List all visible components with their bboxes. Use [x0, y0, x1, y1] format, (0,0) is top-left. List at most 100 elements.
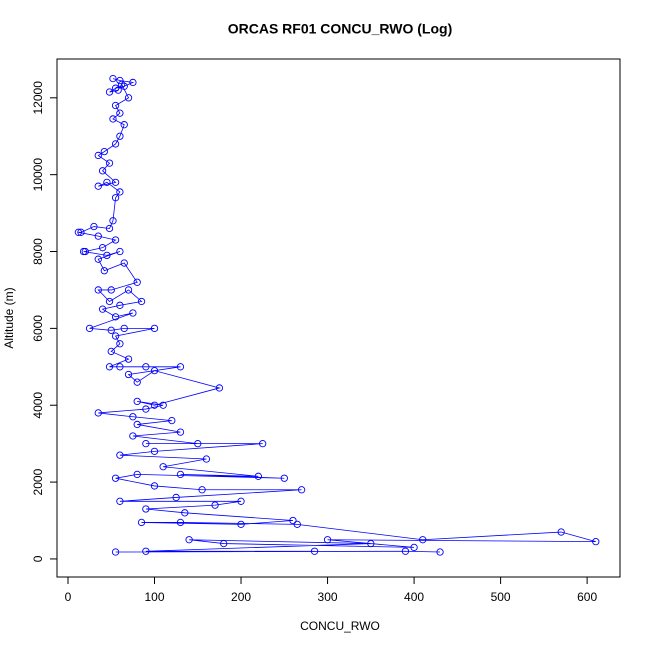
point: [116, 497, 124, 505]
point: [111, 548, 120, 556]
point: [105, 297, 114, 306]
point: [116, 363, 124, 371]
point: [142, 547, 150, 555]
point: [254, 472, 262, 480]
x-tick-label: 0: [65, 590, 72, 604]
point: [280, 474, 288, 482]
point: [100, 267, 108, 275]
point: [74, 228, 83, 236]
point: [111, 313, 120, 321]
y-tick-label: 0: [31, 555, 45, 562]
point: [111, 332, 120, 340]
chart-title: ORCAS RF01 CONCU_RWO (Log): [228, 21, 453, 37]
point: [100, 147, 108, 156]
point: [293, 520, 301, 529]
point: [410, 543, 418, 552]
point: [116, 109, 124, 117]
point: [142, 440, 150, 448]
point: [94, 255, 102, 263]
point: [176, 428, 185, 436]
point: [150, 447, 159, 455]
point: [116, 301, 124, 309]
point: [137, 518, 146, 527]
y-tick-label: 4000: [31, 392, 45, 419]
point: [133, 278, 141, 286]
point: [120, 324, 128, 333]
point: [114, 86, 122, 94]
point: [85, 324, 94, 333]
point: [109, 217, 117, 225]
point: [94, 232, 102, 240]
point: [116, 76, 124, 85]
series-line: [78, 78, 596, 553]
point: [103, 178, 111, 187]
point: [107, 326, 115, 334]
point: [105, 363, 114, 371]
x-tick-label: 400: [404, 590, 424, 604]
point: [124, 370, 133, 379]
point: [137, 297, 146, 306]
point: [133, 397, 141, 406]
point: [142, 363, 150, 371]
point: [105, 88, 114, 96]
point: [176, 363, 185, 371]
point: [77, 228, 85, 236]
y-tick-label: 12000: [31, 81, 45, 115]
plot-frame: [56, 58, 621, 578]
point: [98, 167, 107, 175]
point: [181, 509, 189, 517]
point: [124, 94, 133, 102]
x-axis-label: CONCU_RWO: [300, 619, 380, 633]
point: [150, 324, 159, 333]
x-tick-label: 100: [144, 590, 164, 604]
x-tick-label: 500: [491, 590, 511, 604]
point: [120, 121, 128, 129]
point: [103, 251, 111, 260]
point: [94, 409, 102, 417]
point: [150, 366, 159, 375]
point: [98, 244, 107, 252]
point: [117, 80, 126, 89]
point: [150, 482, 159, 490]
point: [109, 74, 117, 83]
point: [90, 222, 98, 231]
point: [111, 474, 120, 482]
y-axis-label: Altitude (m): [2, 287, 16, 348]
point: [142, 405, 150, 413]
point: [215, 384, 224, 392]
point: [79, 247, 88, 256]
point: [176, 518, 185, 527]
point: [111, 140, 120, 148]
point: [323, 536, 332, 544]
point: [237, 497, 245, 505]
point: [133, 378, 141, 386]
point: [129, 413, 137, 421]
point: [124, 286, 133, 294]
point: [297, 486, 306, 494]
x-tick-label: 300: [318, 590, 338, 604]
point: [111, 101, 120, 110]
point: [129, 432, 137, 440]
point: [168, 416, 176, 425]
point: [94, 182, 102, 190]
point: [367, 539, 375, 548]
point: [436, 548, 444, 556]
point: [185, 536, 193, 544]
x-tick-label: 600: [577, 590, 597, 604]
point: [198, 486, 206, 494]
point: [401, 547, 410, 555]
y-tick-label: 8000: [31, 238, 45, 265]
point: [159, 401, 167, 409]
point: [142, 505, 150, 513]
y-tick-label: 2000: [31, 468, 45, 495]
point: [176, 470, 185, 479]
point: [592, 537, 600, 546]
point: [133, 470, 141, 479]
point: [194, 440, 202, 448]
point: [116, 132, 124, 140]
point: [310, 547, 319, 555]
point: [150, 401, 159, 409]
point: [419, 536, 427, 544]
point: [98, 305, 107, 313]
